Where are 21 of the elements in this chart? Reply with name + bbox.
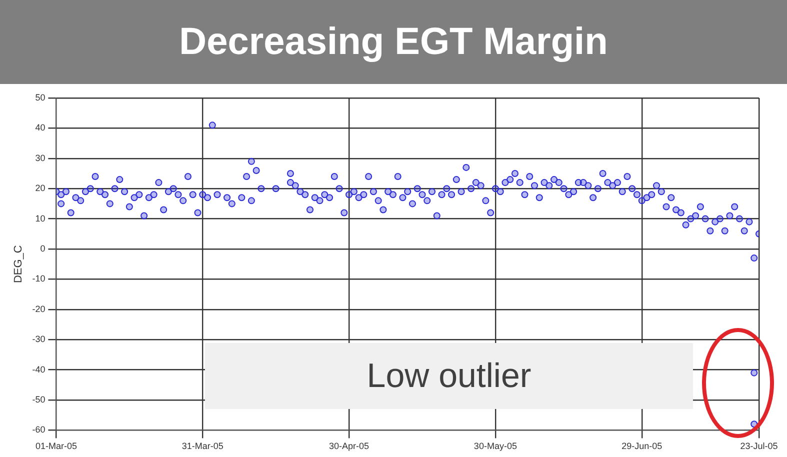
y-tick-label: -60 xyxy=(32,424,46,435)
y-tick-label: -50 xyxy=(32,394,46,404)
y-tick-label: 30 xyxy=(35,152,46,163)
y-tick-label: -20 xyxy=(32,304,46,314)
x-tick-label: 29-Jun-05 xyxy=(622,441,662,452)
y-tick-label: -40 xyxy=(32,364,46,374)
y-tick-label: 50 xyxy=(35,92,46,102)
y-tick-label: -30 xyxy=(32,334,46,344)
y-tick-label: 20 xyxy=(35,183,46,194)
callout-box: Low outlier xyxy=(205,343,693,409)
x-tick-label: 01-Mar-05 xyxy=(35,441,77,452)
y-tick-label: 10 xyxy=(35,213,46,224)
x-tick-label: 31-Mar-05 xyxy=(182,441,224,452)
x-tick-label: 23-Jul-05 xyxy=(740,441,778,452)
x-tick-label: 30-Apr-05 xyxy=(329,441,370,452)
y-tick-label: 0 xyxy=(40,243,46,254)
chart-title: Decreasing EGT Margin xyxy=(0,0,787,84)
y-tick-label: -10 xyxy=(32,274,46,284)
y-tick-label: 40 xyxy=(35,122,46,133)
x-tick-label: 30-May-05 xyxy=(474,441,517,452)
y-axis-title: DEG_C xyxy=(12,245,25,284)
